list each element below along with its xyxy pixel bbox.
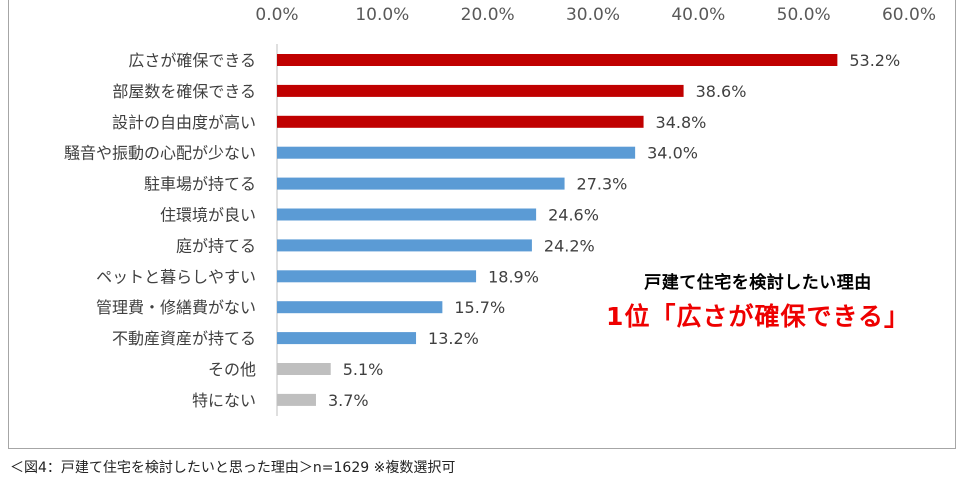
bar — [277, 332, 417, 345]
value-label: 3.7% — [328, 391, 369, 410]
bar — [277, 393, 316, 406]
callout-box: 戸建て住宅を検討したい理由 1位「広さが確保できる」 — [588, 268, 928, 333]
value-label: 5.1% — [343, 360, 384, 379]
value-label: 53.2% — [849, 51, 900, 70]
value-label: 34.8% — [656, 113, 707, 132]
bar — [277, 146, 636, 159]
category-label: 管理費・修繕費がない — [96, 298, 256, 317]
category-label: 庭が持てる — [176, 236, 256, 255]
x-tick-label: 60.0% — [882, 5, 936, 25]
category-label: 特にない — [192, 391, 256, 410]
category-label: 部屋数を確保できる — [112, 82, 256, 101]
bar — [277, 301, 443, 314]
value-label: 24.2% — [544, 236, 595, 255]
value-label: 27.3% — [577, 175, 628, 194]
value-label: 15.7% — [454, 298, 505, 317]
value-label: 13.2% — [428, 329, 479, 348]
chart-frame — [8, 0, 956, 449]
bar — [277, 177, 565, 190]
figure-caption: ＜図4：戸建て住宅を検討したいと思った理由＞n=1629 ※複数選択可 — [10, 460, 456, 476]
bar — [277, 115, 644, 128]
category-label: その他 — [208, 360, 256, 379]
value-label: 38.6% — [696, 82, 747, 101]
x-tick-label: 30.0% — [566, 5, 620, 25]
bar — [277, 84, 684, 97]
category-label: 住環境が良い — [160, 206, 256, 225]
bar — [277, 363, 331, 375]
x-tick-label: 40.0% — [671, 5, 725, 25]
x-tick-label: 10.0% — [355, 5, 409, 25]
bar — [277, 270, 477, 283]
category-label: 不動産資産が持てる — [112, 329, 256, 348]
value-label: 18.9% — [488, 267, 539, 286]
bars-group — [277, 54, 838, 406]
category-label: 広さが確保できる — [128, 51, 256, 70]
value-label: 34.0% — [647, 144, 698, 163]
value-label: 24.6% — [548, 206, 599, 225]
category-label: 駐車場が持てる — [144, 175, 256, 194]
x-axis-ticks: 0.0% 10.0% 20.0% 30.0% 40.0% 50.0% 60.0% — [255, 5, 936, 25]
bar — [277, 208, 537, 221]
x-tick-label: 0.0% — [255, 5, 298, 25]
category-label: 騒音や振動の心配が少ない — [64, 144, 256, 163]
bar — [277, 239, 532, 252]
bar — [277, 54, 838, 66]
value-labels: 53.2% 38.6% 34.8% 34.0% 27.3% 24.6% 24.2% 18.9%… — [328, 51, 900, 410]
category-label: 設計の自由度が高い — [112, 113, 256, 132]
category-labels: 広さが確保できる部屋数を確保できる設計の自由度が高い騒音や振動の心配が少ない駐車… — [64, 51, 256, 410]
callout-headline: 1位「広さが確保できる」 — [606, 302, 910, 331]
x-tick-label: 20.0% — [461, 5, 515, 25]
x-tick-label: 50.0% — [777, 5, 831, 25]
category-label: ペットと暮らしやすい — [96, 267, 256, 286]
bar-chart: 0.0% 10.0% 20.0% 30.0% 40.0% 50.0% 60.0% 広さが確保… — [64, 5, 936, 416]
callout-subtitle: 戸建て住宅を検討したい理由 — [644, 273, 872, 293]
